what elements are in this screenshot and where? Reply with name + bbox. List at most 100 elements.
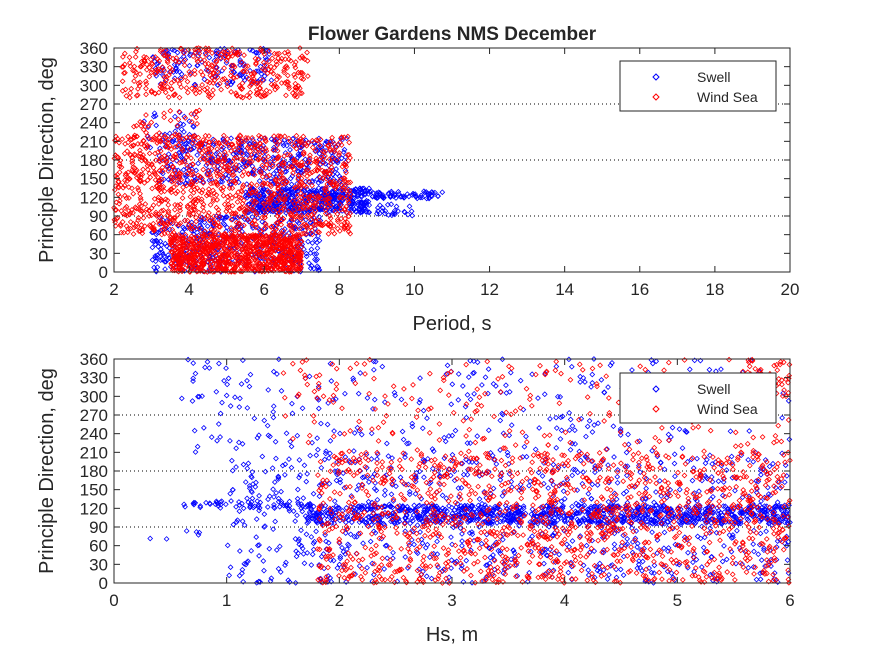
data-point [362, 191, 368, 198]
data-point [183, 85, 190, 91]
y-tick-label: 60 [89, 226, 108, 245]
data-point [362, 187, 368, 194]
data-point [153, 268, 160, 275]
data-point [295, 220, 302, 227]
data-point [406, 203, 413, 210]
data-point [157, 257, 164, 263]
data-point [201, 76, 208, 83]
data-point [284, 185, 291, 192]
data-point [203, 162, 210, 169]
data-point [178, 76, 185, 83]
data-point [121, 50, 128, 57]
data-point [249, 214, 256, 220]
data-point [236, 162, 242, 169]
data-point [297, 144, 304, 151]
data-point [366, 188, 373, 195]
data-point [268, 136, 275, 142]
data-point [301, 208, 308, 215]
data-point [154, 56, 161, 62]
data-point [166, 130, 173, 137]
data-point [224, 224, 230, 231]
data-point [137, 71, 143, 77]
y-tick-label: 360 [80, 39, 108, 58]
data-point [423, 195, 430, 202]
data-point [180, 121, 187, 128]
data-point [204, 170, 211, 177]
data-point [292, 91, 299, 98]
data-point [237, 85, 244, 92]
data-point [157, 249, 164, 256]
data-point [258, 71, 265, 77]
data-point [275, 200, 282, 207]
x-tick-label: 2 [109, 280, 118, 299]
data-point [221, 65, 227, 71]
data-point [316, 145, 323, 152]
data-point [149, 244, 156, 251]
x-axis-label: Period, s [413, 313, 492, 335]
data-point [159, 64, 166, 71]
data-point [206, 90, 212, 97]
data-point [242, 63, 249, 70]
y-tick-label: 30 [89, 244, 108, 263]
data-point [217, 178, 224, 185]
data-point [274, 73, 281, 79]
data-point [199, 82, 206, 88]
data-point [178, 71, 185, 78]
data-point [287, 190, 294, 196]
data-point [159, 256, 166, 263]
data-point [308, 246, 315, 253]
data-point [143, 91, 149, 98]
data-point [224, 83, 231, 90]
data-point [328, 195, 334, 202]
data-point [320, 153, 327, 160]
data-point [172, 167, 179, 173]
data-point [150, 113, 157, 120]
data-point [265, 66, 272, 73]
data-point [376, 189, 383, 196]
data-point [215, 50, 222, 57]
data-point [151, 110, 158, 117]
data-point [239, 80, 246, 87]
data-point [181, 50, 187, 56]
data-point [298, 209, 305, 216]
data-point [237, 57, 244, 63]
data-point [304, 57, 311, 64]
data-point [294, 185, 301, 192]
data-point [130, 67, 136, 74]
legend: Swell Wind Sea [619, 60, 777, 112]
data-point [221, 160, 228, 167]
data-point [316, 205, 322, 212]
data-point [342, 167, 349, 174]
data-point [190, 145, 197, 151]
data-point [152, 241, 159, 248]
data-point [286, 83, 292, 90]
data-point [263, 62, 270, 69]
x-tick-label: 20 [781, 280, 800, 299]
data-point [227, 159, 234, 166]
data-point [305, 238, 311, 245]
data-point [405, 211, 411, 218]
data-point [202, 45, 209, 52]
data-point [218, 86, 224, 93]
data-point [260, 77, 267, 83]
data-point [184, 78, 191, 85]
data-point [320, 159, 327, 166]
data-point [185, 138, 192, 145]
data-point [309, 240, 316, 246]
data-point [360, 202, 367, 209]
data-point [155, 89, 162, 96]
plot-period-direction: 2 4 6 8 10 12 14 16 18 20 03060901201501802102402… [36, 39, 799, 335]
data-point [278, 216, 285, 223]
data-point [148, 87, 155, 94]
x-tick-label: 4 [184, 280, 193, 299]
data-point [306, 260, 312, 266]
data-point [203, 47, 210, 54]
data-point [227, 181, 233, 188]
data-point [138, 58, 145, 65]
data-point [131, 78, 137, 84]
data-point [287, 175, 294, 182]
scatter-points [111, 45, 446, 275]
data-point [257, 85, 264, 92]
data-point [172, 113, 178, 120]
data-point [161, 176, 167, 183]
